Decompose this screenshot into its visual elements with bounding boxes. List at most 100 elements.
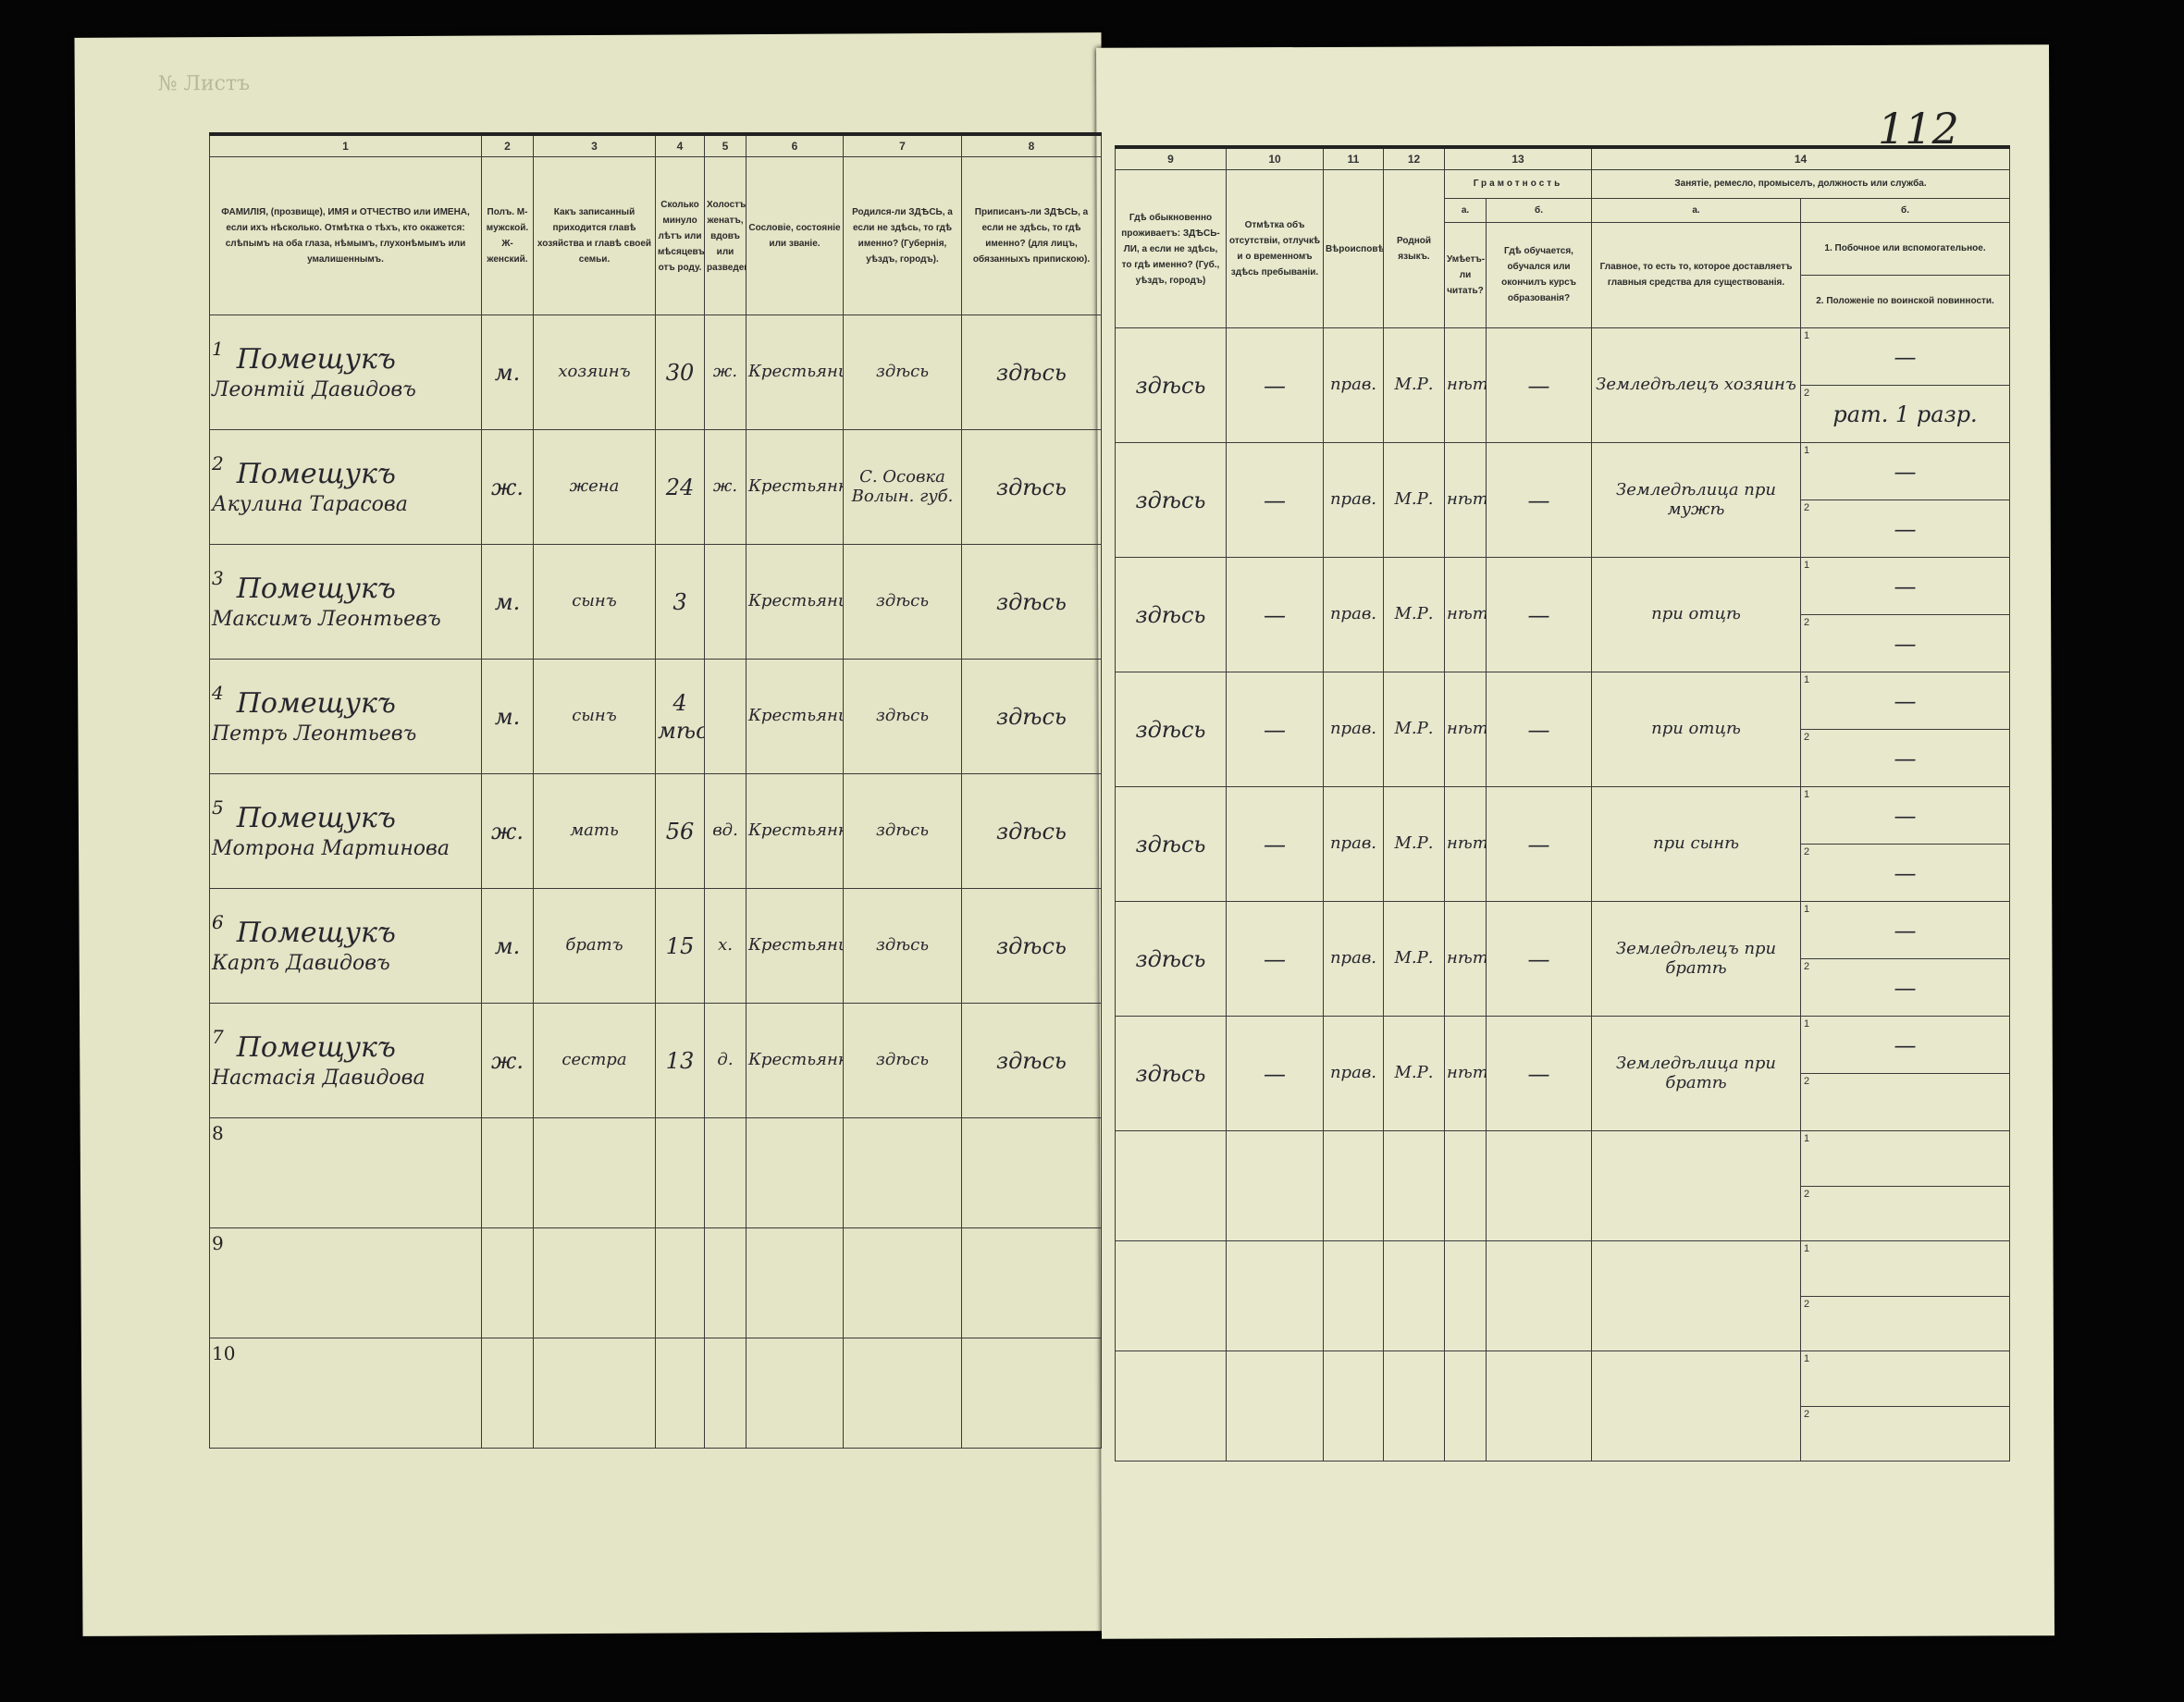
marital-cell-text: х. [718,935,733,956]
row-number: 4 [212,682,224,704]
column-number-text: 11 [1347,153,1360,166]
residence-cell: здѣсь [1115,672,1227,787]
empty-cell [655,1117,705,1228]
literate-cell: нѣтъ [1444,786,1487,902]
estate-cell: Крестьянка [746,1003,844,1118]
marital-cell-text: ж. [712,476,738,497]
given-name: Леонтій Давидовъ [212,377,416,401]
column-number-text: 4 [676,140,684,153]
surname: Помещукъ [236,917,396,949]
table-row: 7 Помещукъ Настасія Давидова ж. сестра 13 д. Кр… [209,1003,1102,1118]
sex-cell-text: ж. [491,474,524,500]
column-header-text: Холостъ, женатъ, вдовъ или разведенъ. [707,199,747,273]
registered-cell: здѣсь [961,773,1102,889]
column-header: Отмѣтка объ отсутствіи, отлучкѣ и о врем… [1226,169,1324,328]
table-row: 3 Помещукъ Максимъ Леонтьевъ м. сынъ 3 Крестья… [209,544,1102,660]
surname: Помещукъ [236,573,396,605]
marital-cell [704,544,747,660]
empty-cell [481,1227,534,1338]
empty-cell [843,1117,962,1228]
relation-cell: сынъ [533,659,656,774]
occupation-cell-text: при сынѣ [1653,833,1739,854]
surname: Помещукъ [236,687,396,720]
empty-cell [746,1227,844,1338]
religion-cell-text: прав. [1329,375,1377,395]
language-cell: М.Р. [1383,1016,1445,1131]
language-cell: М.Р. [1383,901,1445,1017]
table-row: 2 Помещукъ Акулина Тарасова ж. жена 24 ж. Крест… [209,429,1102,545]
column-header-text: Родился-ли ЗДѢСЬ, а если не здѣсь, то гд… [852,207,953,265]
age-cell-text: 15 [665,932,695,959]
estate-cell-text: Крестьянка [748,820,843,841]
empty-cell [533,1338,656,1449]
column-header-text: Гдѣ обыкновенно проживаетъ: ЗДѢСЬ-ЛИ, а … [1121,212,1220,286]
column-number: 11 [1323,145,1384,170]
table-row: здѣсь — прав. М.Р. нѣтъ — Земледѣлецъ при брат… [1115,901,2011,1017]
sex-cell: м. [481,888,534,1004]
literate-cell-text: нѣтъ [1447,1063,1486,1083]
given-name: Карпъ Давидовъ [212,951,390,975]
relation-cell: жена [533,429,656,545]
estate-cell: Крестьянка [746,429,844,545]
relation-cell-text: сынъ [572,591,617,611]
name-cell: 7 Помещукъ Настасія Давидова [209,1003,482,1118]
occupation-cell-text: Земледѣлица при мужѣ [1616,479,1776,519]
estate-cell: Крестьянинъ [746,888,844,1004]
empty-cell [1383,1130,1445,1241]
column-header: Холостъ, женатъ, вдовъ или разведенъ. [704,156,747,315]
residence-cell: здѣсь [1115,901,1227,1017]
registered-cell-text: здѣсь [996,359,1067,386]
row-number: 1 [212,338,224,360]
surname: Помещукъ [236,1031,396,1064]
empty-cell [1591,1130,1802,1241]
literate-cell-text: нѣтъ [1447,604,1486,624]
empty-cell [843,1338,962,1449]
column-header: Вѣроисповѣданіе. [1323,169,1384,328]
language-cell-text: М.Р. [1394,833,1434,854]
column-number: 3 [533,132,656,157]
education-cell-text: — [1527,945,1550,972]
sex-cell: ж. [481,429,534,545]
literate-cell-text: нѣтъ [1447,375,1486,395]
age-cell-text: 13 [665,1047,695,1074]
empty-cell [1323,1350,1384,1462]
column-number-text: 6 [791,140,798,153]
empty-cell [1226,1350,1324,1462]
absence-cell: — [1226,786,1324,902]
language-cell: М.Р. [1383,327,1445,443]
table-row: 1 Помещукъ Леонтій Давидовъ м. хозяинъ 30 ж. Кр… [209,314,1102,430]
column-number-text: 9 [1167,153,1174,166]
registered-cell-text: здѣсь [996,1047,1067,1074]
aux-header-2: 2. Положеніе по воинской повинности. [1816,296,1994,307]
relation-cell: хозяинъ [533,314,656,430]
birthplace-cell-text: здѣсь [876,706,929,726]
age-cell: 3 [655,544,705,660]
table-footer [1115,1461,2010,1517]
column-number-text: 5 [722,140,729,153]
absence-cell: — [1226,1016,1324,1131]
estate-cell: Крестьянинъ [746,659,844,774]
subheader-b-text: б. [1901,204,1909,216]
education-cell: — [1485,327,1593,443]
given-name: Акулина Тарасова [212,492,408,516]
absence-cell: — [1226,901,1324,1017]
marital-cell: д. [704,1003,747,1118]
column-number-row: 1 2 3 4 5 6 7 8 [209,132,1102,157]
literate-cell: нѣтъ [1444,672,1487,787]
estate-cell-text: Крестьянинъ [748,706,843,726]
religion-cell-text: прав. [1329,489,1377,510]
surname: Помещукъ [236,343,396,376]
sex-cell: м. [481,544,534,660]
estate-cell-text: Крестьянка [748,476,843,497]
residence-cell: здѣсь [1115,1016,1227,1131]
occupation-cell-text: Земледѣлица при братѣ [1616,1053,1776,1092]
column-number-text: 10 [1268,153,1281,166]
education-cell-text: — [1527,487,1550,513]
subheader-detail-row: Умѣетъ-ли читать? Гдѣ обучается, обучался… [1116,221,2011,329]
age-cell-text: 3 [672,588,687,615]
language-cell: М.Р. [1383,786,1445,902]
estate-cell-text: Крестьянинъ [748,362,843,382]
